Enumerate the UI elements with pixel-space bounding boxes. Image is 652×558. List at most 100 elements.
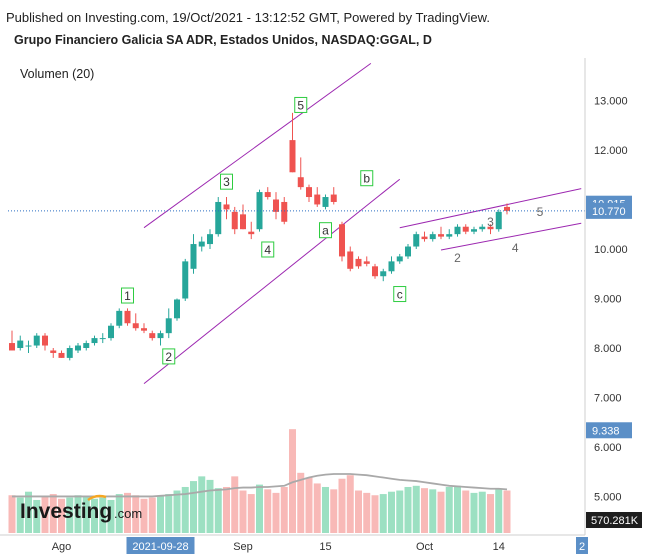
volume-bar <box>396 490 404 533</box>
candle-body <box>50 350 57 353</box>
volume-bar <box>140 498 148 533</box>
candle-body <box>207 234 213 245</box>
volume-bar <box>363 492 371 533</box>
volume-bar <box>91 498 98 533</box>
price-label-text: 10.770 <box>592 206 626 218</box>
candle-body <box>215 201 222 235</box>
candle-body <box>182 261 189 299</box>
candle <box>17 335 24 351</box>
wave-label: 4 <box>261 241 275 258</box>
x-tick-label: Ago <box>52 541 72 553</box>
volume-bar <box>99 497 107 533</box>
candle-body <box>438 234 444 237</box>
x-tick-label: 14 <box>493 541 505 553</box>
candle <box>495 209 502 232</box>
candle-body <box>223 204 230 210</box>
volume-bar <box>190 481 197 533</box>
candle <box>504 203 510 215</box>
volume-bar <box>214 488 222 533</box>
candle-body <box>355 258 362 267</box>
candle <box>264 187 271 200</box>
candle-body <box>9 343 15 351</box>
wave-label-box <box>162 348 176 365</box>
volume-bar <box>33 499 41 533</box>
volume-bar <box>437 491 445 533</box>
candle <box>174 298 180 321</box>
volume-bar <box>429 489 437 533</box>
volume-bar <box>247 494 255 533</box>
candle-body <box>454 226 461 235</box>
wave-label-box <box>261 241 275 258</box>
x-tick-label: 15 <box>319 541 331 553</box>
candle-body <box>487 226 494 230</box>
wave-label: 1 <box>121 287 134 304</box>
candle <box>91 335 98 346</box>
volume-bar <box>16 497 24 533</box>
candle <box>190 234 197 274</box>
wave-label: a <box>319 222 332 239</box>
wave-label: 5 <box>294 96 308 113</box>
candle-body <box>347 251 354 269</box>
volume-bar <box>388 491 395 533</box>
wave-label-text: 3 <box>223 175 230 189</box>
candle <box>471 226 477 235</box>
chart-title: Grupo Financiero Galicia SA ADR, Estados… <box>14 33 432 47</box>
volume-bar <box>264 489 272 533</box>
candle-body <box>141 328 147 331</box>
volume-bar <box>322 486 329 533</box>
volume-bar <box>124 492 131 533</box>
candle-body <box>83 343 90 348</box>
volume-bar <box>272 492 280 533</box>
wave-label-box <box>220 173 233 190</box>
candle-body <box>165 318 172 334</box>
x-tick-label: Sep <box>233 541 253 553</box>
candle <box>165 308 172 339</box>
candle-body <box>132 323 139 329</box>
candle <box>355 256 362 269</box>
volume-layer <box>8 429 511 533</box>
wave-label: b <box>360 170 374 187</box>
volume-bar <box>107 499 115 533</box>
candle-body <box>289 140 296 173</box>
candle <box>157 330 164 346</box>
volume-bar <box>454 485 461 533</box>
channel-line <box>143 178 401 385</box>
volume-indicator-label: Volumen (20) <box>20 67 95 81</box>
wave-label-text: 2 <box>454 251 461 265</box>
y-tick-label: 13.000 <box>594 96 628 108</box>
candle-body <box>190 244 197 269</box>
candle <box>25 340 32 353</box>
volume-bar <box>379 494 387 533</box>
candle <box>297 157 304 190</box>
volume-bar <box>445 486 453 533</box>
candle-body <box>75 345 81 351</box>
candle-body <box>396 256 403 262</box>
candle-body <box>372 266 378 277</box>
volume-bar <box>41 496 49 533</box>
volume-bar <box>305 477 313 533</box>
candle-body <box>495 211 502 230</box>
volume-bar <box>346 475 354 533</box>
x-edge-label: 2 <box>579 541 585 553</box>
candle-body <box>240 214 246 230</box>
candle <box>248 221 255 240</box>
candle <box>322 194 329 210</box>
volume-bar <box>198 476 206 533</box>
candle-body <box>264 192 271 198</box>
candle <box>405 244 411 259</box>
volume-bar <box>223 486 230 533</box>
wave-label: 5 <box>537 205 544 219</box>
volume-bar <box>132 495 140 533</box>
wave-label: 4 <box>512 241 519 255</box>
candle <box>132 313 139 331</box>
candle <box>388 256 395 274</box>
price-label-text: 9.338 <box>592 425 620 437</box>
volume-bar <box>421 488 428 533</box>
published-note: Published on Investing.com, 19/Oct/2021 … <box>6 10 490 25</box>
candle <box>306 184 312 202</box>
volume-bar <box>157 496 164 533</box>
wave-label-text: 3 <box>487 215 494 229</box>
price-label-box <box>586 202 632 219</box>
volume-bar <box>487 494 494 533</box>
